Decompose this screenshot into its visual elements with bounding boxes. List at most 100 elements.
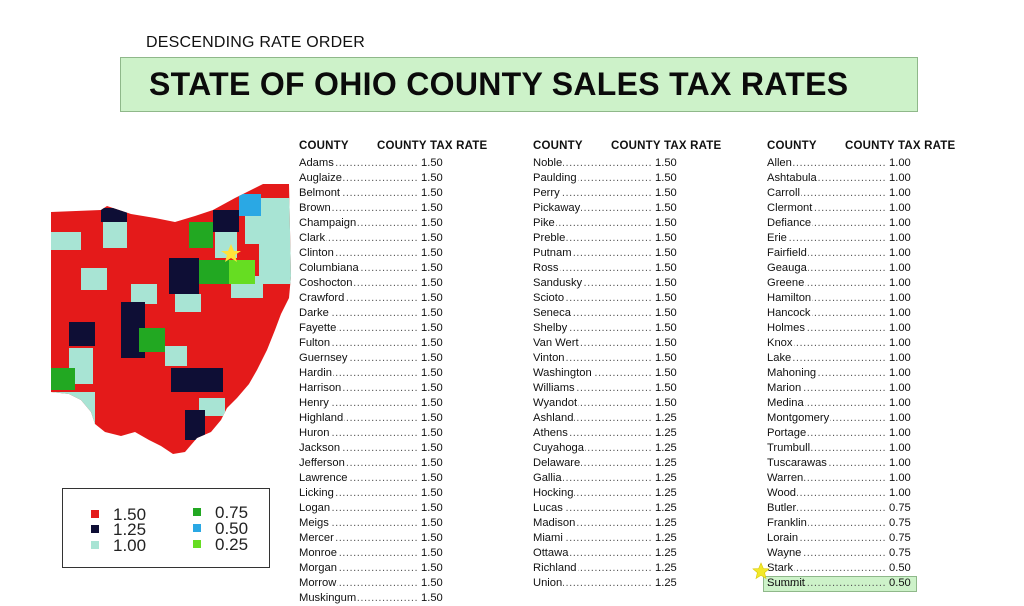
county-tax-rate: 1.50 <box>421 517 443 529</box>
county-tax-rate: 1.50 <box>655 202 677 214</box>
county-tax-rate: 0.75 <box>889 547 911 559</box>
county-tax-rate: 1.50 <box>421 337 443 349</box>
county-shape <box>189 222 213 248</box>
county-tax-rate: 1.50 <box>655 157 677 169</box>
county-tax-rate: 1.00 <box>889 367 911 379</box>
county-shape <box>185 410 205 440</box>
legend-item: 0.75 <box>193 503 248 521</box>
leader-dots: ........................................… <box>533 262 653 274</box>
county-name: Miami <box>533 531 564 546</box>
county-name: Warren <box>767 471 805 486</box>
leader-dots: ........................................… <box>767 337 887 349</box>
county-name: Trumbull <box>767 441 812 456</box>
county-tax-rate: 1.50 <box>421 487 443 499</box>
county-name: Clark <box>299 231 327 246</box>
county-tax-rate: 1.25 <box>655 457 677 469</box>
county-tax-rate: 1.50 <box>655 292 677 304</box>
county-name: Wood <box>767 486 798 501</box>
legend-swatch <box>91 510 99 518</box>
county-shape <box>259 244 291 284</box>
county-name: Mercer <box>299 531 335 546</box>
county-tax-rate: 1.25 <box>655 442 677 454</box>
county-name: Lake <box>767 351 793 366</box>
legend-label: 0.75 <box>215 502 249 522</box>
county-tax-rate: 1.00 <box>889 382 911 394</box>
county-tax-rate: 1.50 <box>421 592 443 604</box>
header-county: COUNTY <box>533 140 583 152</box>
county-name: Clermont <box>767 201 814 216</box>
county-name: Hardin <box>299 366 333 381</box>
county-tax-rate: 1.00 <box>889 427 911 439</box>
county-name: Seneca <box>533 306 572 321</box>
county-name: Jackson <box>299 441 342 456</box>
leader-dots: ........................................… <box>299 232 419 244</box>
county-tax-rate: 1.50 <box>421 307 443 319</box>
page-title: STATE OF OHIO COUNTY SALES TAX RATES <box>149 66 849 102</box>
county-shape <box>199 260 229 284</box>
county-name: Vinton <box>533 351 566 366</box>
county-name: Defiance <box>767 216 813 231</box>
county-tax-rate: 0.75 <box>889 517 911 529</box>
county-name: Clinton <box>299 246 335 261</box>
county-shape <box>101 208 127 222</box>
leader-dots: ........................................… <box>533 217 653 229</box>
leader-dots: ........................................… <box>767 352 887 364</box>
county-tax-rate: 1.00 <box>889 337 911 349</box>
county-tax-rate: 0.75 <box>889 532 911 544</box>
legend-swatch <box>193 540 201 548</box>
county-tax-rate: 0.75 <box>889 502 911 514</box>
county-name: Portage <box>767 426 808 441</box>
leader-dots: ........................................… <box>533 187 653 199</box>
county-tax-rate: 1.00 <box>889 247 911 259</box>
county-name: Morrow <box>299 576 338 591</box>
county-tax-rate: 1.50 <box>655 382 677 394</box>
county-shape <box>239 194 261 216</box>
county-name: Greene <box>767 276 806 291</box>
leader-dots: ........................................… <box>767 577 887 589</box>
county-shape <box>103 220 127 248</box>
county-name: Erie <box>767 231 788 246</box>
county-name: Richland <box>533 561 578 576</box>
county-shape <box>169 258 199 294</box>
county-name: Gallia <box>533 471 563 486</box>
county-tax-rate: 1.50 <box>421 217 443 229</box>
county-name: Muskingum <box>299 591 358 606</box>
county-name: Wayne <box>767 546 803 561</box>
county-tax-rate: 1.50 <box>655 352 677 364</box>
county-shape <box>165 346 187 366</box>
legend-item: 1.50 <box>91 505 146 523</box>
legend-item: 0.50 <box>193 519 248 537</box>
county-name: Coshocton <box>299 276 354 291</box>
county-name: Williams <box>533 381 576 396</box>
county-name: Fulton <box>299 336 332 351</box>
county-tax-rate: 1.25 <box>655 547 677 559</box>
county-name: Shelby <box>533 321 569 336</box>
county-tax-rate: 0.50 <box>889 562 911 574</box>
legend-label: 1.00 <box>113 535 147 555</box>
header-rate: COUNTY TAX RATE <box>845 140 956 152</box>
county-tax-rate: 1.50 <box>421 502 443 514</box>
county-shape <box>51 368 75 390</box>
county-name: Butler <box>767 501 798 516</box>
county-name: Ottawa <box>533 546 570 561</box>
county-shape <box>131 284 157 304</box>
county-name: Crawford <box>299 291 346 306</box>
county-name: Harrison <box>299 381 343 396</box>
county-name: Lucas <box>533 501 564 516</box>
header-county: COUNTY <box>299 140 349 152</box>
county-name: Lawrence <box>299 471 349 486</box>
legend-swatch <box>91 525 99 533</box>
county-name: Madison <box>533 516 577 531</box>
county-name: Preble <box>533 231 567 246</box>
legend-swatch <box>91 541 99 549</box>
map-legend: 1.50 1.25 1.00 0.75 0.50 0.25 <box>62 488 270 568</box>
county-tax-rate: 1.50 <box>655 277 677 289</box>
county-tax-rate: 1.50 <box>655 217 677 229</box>
county-name: Brown <box>299 201 332 216</box>
legend-swatch <box>193 524 201 532</box>
county-tax-rate: 1.00 <box>889 157 911 169</box>
county-name: Tuscarawas <box>767 456 828 471</box>
county-tax-rate: 0.50 <box>889 577 911 589</box>
county-tax-rate: 1.25 <box>655 412 677 424</box>
column-header: COUNTY COUNTY TAX RATE <box>299 140 487 152</box>
